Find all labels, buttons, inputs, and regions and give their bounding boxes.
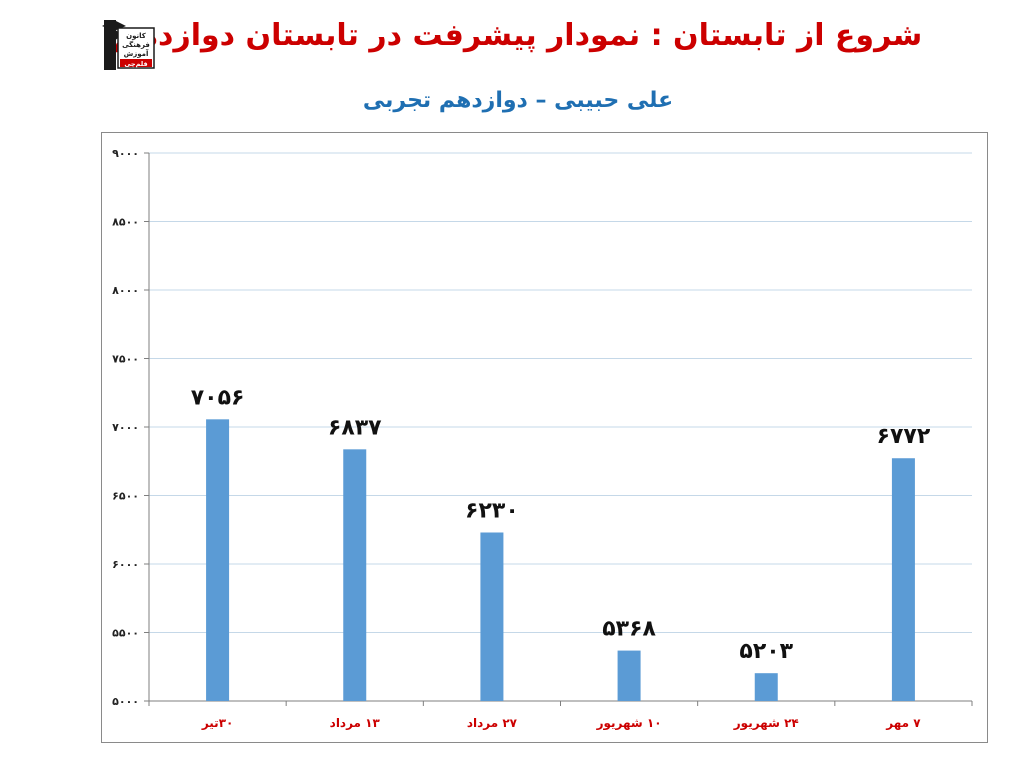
y-tick-label: ۸۰۰۰: [112, 284, 139, 297]
axes: [144, 152, 973, 706]
x-tick-label: ۲۴ شهریور: [733, 716, 799, 731]
bar: [480, 532, 504, 701]
y-tick-label: ۷۰۰۰: [112, 421, 139, 434]
logo-line-3: آموزش: [124, 49, 149, 58]
data-label: ۶۲۳۰: [465, 498, 519, 523]
y-tick-label: ۵۵۰۰: [112, 627, 139, 640]
y-tick-label: ۷۵۰۰: [112, 353, 139, 366]
page-title: شروع از تابستان : نمودار پیشرفت در تابست…: [113, 18, 923, 53]
logo-line-1: کانون: [126, 32, 147, 40]
data-label: ۵۳۶۸: [602, 617, 656, 642]
x-tick-label: ۲۷ مرداد: [467, 716, 518, 730]
y-tick-label: ۹۰۰۰: [112, 147, 139, 160]
y-tick-label: ۵۰۰۰: [112, 695, 139, 708]
bar: [617, 650, 641, 701]
gridlines: [149, 152, 972, 633]
y-tick-label: ۶۰۰۰: [112, 558, 139, 571]
data-label: ۶۸۳۷: [328, 415, 382, 440]
x-tick-label: ۱۰ شهریور: [596, 716, 662, 731]
bar: [343, 449, 367, 701]
bar: [754, 673, 778, 701]
data-label: ۵۲۰۳: [739, 639, 793, 664]
data-label: ۶۷۷۲: [877, 424, 931, 449]
x-tick-label: ۳۰تیر: [201, 716, 234, 730]
chart-frame: [101, 132, 988, 743]
bar: [206, 419, 230, 701]
graduate-logo-icon: کانون فرهنگی آموزش قلم‌چی: [102, 20, 155, 70]
data-label: ۷۰۵۶: [191, 385, 245, 410]
x-tick-label: ۱۳ مرداد: [330, 716, 381, 730]
page-subtitle: علی حبیبی – دوازدهم تجربی: [362, 88, 674, 113]
bars: [206, 419, 915, 701]
logo-line-4: قلم‌چی: [124, 60, 147, 68]
logo-line-2: فرهنگی: [122, 40, 150, 49]
y-tick-label: ۶۵۰۰: [112, 490, 139, 503]
y-tick-label: ۸۵۰۰: [112, 216, 139, 229]
x-tick-label: ۷ مهر: [885, 716, 921, 730]
bar: [891, 458, 915, 701]
labels: ۵۰۰۰ ۵۵۰۰ ۶۰۰۰ ۶۵۰۰ ۷۰۰۰ ۷۵۰۰ ۸۰۰۰ ۸۵۰۰ ۹۰۰۰ ۷۰۵۶…: [112, 147, 931, 731]
